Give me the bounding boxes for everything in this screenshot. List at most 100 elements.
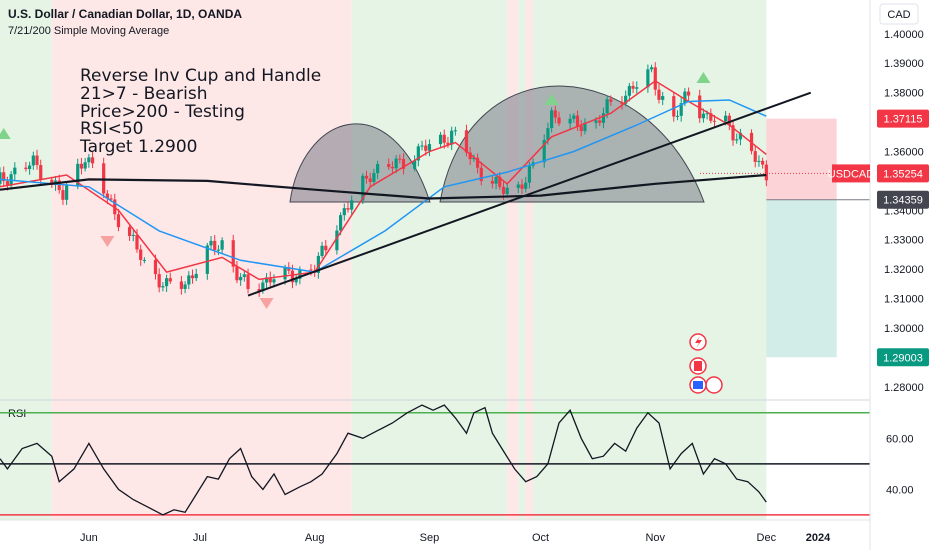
price-tag-label: 1.37115 xyxy=(884,114,923,126)
candle-body xyxy=(239,276,243,281)
candle-body xyxy=(527,165,532,183)
candle-body xyxy=(472,157,476,160)
candle-body xyxy=(194,273,198,279)
candle-body xyxy=(87,157,91,163)
rsi-axis-ticks: 60.00 40.00 xyxy=(886,433,914,496)
candle-body xyxy=(757,160,761,162)
candle-body xyxy=(187,275,191,285)
candle-body xyxy=(338,215,343,231)
candle-body xyxy=(416,146,420,161)
us-flag-glyph-icon xyxy=(693,381,703,389)
candle-body xyxy=(649,67,654,70)
currency-button[interactable] xyxy=(879,3,919,25)
candle-body xyxy=(401,159,406,169)
candle-body xyxy=(701,113,706,119)
candle-body xyxy=(361,175,365,201)
candle-body xyxy=(735,139,739,141)
candle-body xyxy=(568,118,572,124)
analysis-note[interactable]: Reverse Inv Cup and Handle 21>7 - Bearis… xyxy=(79,66,321,157)
note-line-3: Price>200 - Testing xyxy=(80,102,245,122)
price-tag-bg xyxy=(877,190,929,209)
time-axis[interactable]: Jun Jul Aug Sep Oct Nov Dec 2024 xyxy=(80,532,831,544)
candle-body xyxy=(164,278,169,287)
time-tick-label: Nov xyxy=(645,532,665,544)
signal-down-icon xyxy=(100,236,115,247)
candle-body xyxy=(679,103,683,116)
price-tick-label: 1.40000 xyxy=(884,29,924,41)
candle-body xyxy=(764,164,768,181)
candle-body xyxy=(50,179,54,185)
signal-up-icon xyxy=(544,94,559,105)
candle-body xyxy=(553,110,557,118)
candle-body xyxy=(213,240,217,250)
candle-body xyxy=(2,172,6,182)
event-icons[interactable] xyxy=(689,333,723,394)
candle-body xyxy=(268,277,272,283)
candle-body xyxy=(427,144,432,151)
chart-title: U.S. Dollar / Canadian Dollar, 1D, OANDA xyxy=(8,7,242,21)
trendline[interactable] xyxy=(247,91,812,297)
candle-body xyxy=(594,120,598,123)
signal-up-icon xyxy=(0,128,11,139)
candle-body xyxy=(102,163,106,194)
time-tick-label: Jun xyxy=(80,532,98,544)
candle-body xyxy=(231,240,235,267)
candle-body xyxy=(624,95,628,104)
time-tick-label: Sep xyxy=(420,532,440,544)
price-tag-bg xyxy=(877,348,929,367)
candle-body xyxy=(76,163,80,186)
candle-body xyxy=(287,267,291,271)
candle-body xyxy=(13,167,17,175)
candle-body xyxy=(116,214,121,228)
candle-body xyxy=(394,158,398,169)
rsi-regime-band-bear xyxy=(525,400,534,520)
candle-body xyxy=(442,134,446,143)
candle-body xyxy=(753,151,757,162)
candle-body xyxy=(761,160,765,165)
candle-body xyxy=(142,259,146,261)
candle-body xyxy=(631,85,635,89)
price-axis-ticks[interactable]: 1.400001.390001.380001.360001.340001.330… xyxy=(884,29,924,394)
price-tick-label: 1.32000 xyxy=(884,264,924,276)
candle-body xyxy=(646,69,650,88)
candle-body xyxy=(672,96,676,117)
candle-body xyxy=(627,85,631,96)
price-tag-label: 1.29003 xyxy=(883,352,923,364)
candle-body xyxy=(653,67,657,90)
candle-body xyxy=(65,185,69,200)
candle-body xyxy=(257,288,261,292)
candle-body xyxy=(39,165,43,180)
candle-body xyxy=(168,278,172,282)
rsi-tick-label: 40.00 xyxy=(886,484,914,496)
candle-body xyxy=(557,117,561,124)
candle-body xyxy=(620,101,624,104)
candle-body xyxy=(598,120,602,123)
candle-body xyxy=(335,230,339,251)
candle-body xyxy=(135,234,139,250)
us-event-icon-secondary[interactable] xyxy=(705,376,723,394)
note-line-2: 21>7 - Bearish xyxy=(80,84,208,104)
candle-body xyxy=(350,200,354,210)
price-tag-bg xyxy=(877,164,929,183)
price-tick-label: 1.36000 xyxy=(884,146,924,158)
candle-body xyxy=(283,267,287,280)
candle-body xyxy=(209,240,213,246)
candle-body xyxy=(424,145,428,151)
sma-21-line xyxy=(0,99,767,273)
lightning-glyph-icon xyxy=(695,336,702,348)
candle-body xyxy=(524,182,528,189)
position-tool[interactable] xyxy=(766,118,870,358)
candle-body xyxy=(635,87,639,89)
sma-200-line xyxy=(0,173,767,200)
candle-body xyxy=(661,96,665,100)
candle-body xyxy=(31,155,35,166)
price-tag-label: 1.34359 xyxy=(883,195,923,207)
candle-body xyxy=(575,115,580,127)
candle-body xyxy=(294,278,298,283)
price-tags: 1.37115 USDCAD 1.35254 1.34359 1.29003 xyxy=(700,109,929,367)
candle-body xyxy=(583,122,587,132)
candle-body xyxy=(542,140,546,163)
candle-body xyxy=(468,152,472,160)
trend-background-rsi xyxy=(0,400,767,520)
